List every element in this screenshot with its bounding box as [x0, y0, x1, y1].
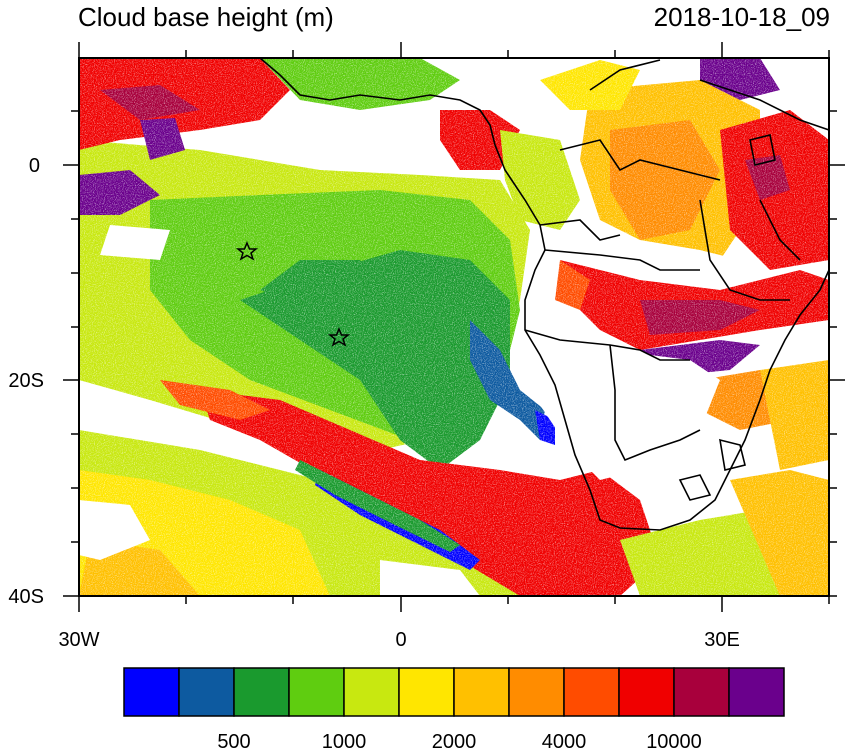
colorbar-swatch	[673, 667, 730, 717]
colorbar-swatch	[343, 667, 400, 717]
colorbar-swatch	[233, 667, 290, 717]
coastline-borders	[259, 58, 829, 531]
colorbar-swatch	[288, 667, 345, 717]
colorbar-swatch	[398, 667, 455, 717]
colorbar-label: 2000	[432, 731, 477, 750]
lon-label-30w: 30W	[58, 629, 99, 651]
colorbar-swatch	[508, 667, 565, 717]
colorbar-label: 1000	[322, 731, 367, 750]
colorbar-swatch	[618, 667, 675, 717]
lat-label-40s: 40S	[8, 586, 44, 608]
colorbar-label: 500	[217, 731, 250, 750]
axis-labels: 30W 0 30E 0 20S 40S	[8, 155, 739, 651]
map-title: Cloud base height (m)	[78, 2, 334, 32]
lon-label-30e: 30E	[704, 629, 740, 651]
colorbar-swatch	[453, 667, 510, 717]
axis-ticks	[63, 42, 845, 612]
map-timestamp: 2018-10-18_09	[653, 2, 830, 32]
colorbar-swatch	[563, 667, 620, 717]
lon-label-0: 0	[395, 629, 406, 651]
colorbar-swatch	[178, 667, 235, 717]
colorbar-swatch	[728, 667, 785, 717]
colorbar-label: 10000	[646, 731, 702, 750]
cloud-field	[79, 58, 829, 596]
station-star-2	[327, 327, 351, 347]
colorbar: 500 1000 2000 4000 10000	[123, 667, 785, 750]
station-star-1	[235, 241, 259, 261]
lat-label-0: 0	[29, 155, 40, 177]
station-markers	[235, 241, 351, 347]
colorbar-swatch	[123, 667, 180, 717]
colorbar-label: 4000	[542, 731, 587, 750]
lat-label-20s: 20S	[8, 370, 44, 392]
